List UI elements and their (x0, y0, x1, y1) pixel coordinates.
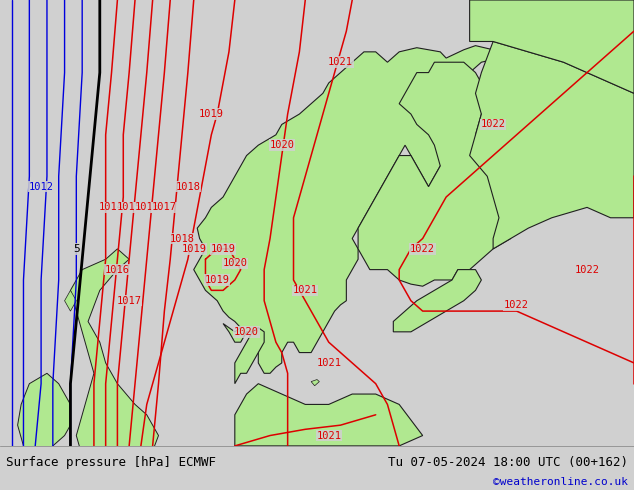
Text: 1022: 1022 (504, 300, 529, 310)
Text: 5: 5 (73, 244, 80, 254)
Text: 1015: 1015 (117, 202, 141, 212)
Text: 1019: 1019 (181, 244, 206, 254)
Text: 1020: 1020 (269, 140, 294, 150)
Text: 1019: 1019 (205, 275, 230, 285)
Text: 1018: 1018 (176, 182, 200, 192)
Text: 1012: 1012 (29, 182, 54, 192)
Polygon shape (393, 270, 481, 332)
Text: ©weatheronline.co.uk: ©weatheronline.co.uk (493, 477, 628, 487)
Polygon shape (311, 380, 320, 386)
Text: 1019: 1019 (210, 244, 236, 254)
Text: 1018: 1018 (169, 234, 195, 244)
Text: 1021: 1021 (316, 431, 341, 441)
Polygon shape (470, 0, 634, 93)
Text: 1017: 1017 (117, 296, 141, 306)
Text: Tu 07-05-2024 18:00 UTC (00+162): Tu 07-05-2024 18:00 UTC (00+162) (387, 456, 628, 469)
Polygon shape (470, 42, 634, 249)
Polygon shape (235, 328, 264, 384)
Text: 1020: 1020 (234, 327, 259, 337)
Text: 1022: 1022 (410, 244, 435, 254)
Text: 1021: 1021 (293, 285, 318, 295)
Text: 1017: 1017 (152, 202, 177, 212)
Text: 1022: 1022 (481, 120, 505, 129)
Text: 1019: 1019 (199, 109, 224, 119)
Polygon shape (70, 249, 158, 488)
Polygon shape (65, 291, 76, 311)
Text: Surface pressure [hPa] ECMWF: Surface pressure [hPa] ECMWF (6, 456, 216, 469)
Text: 1021: 1021 (328, 57, 353, 67)
Text: 1020: 1020 (223, 258, 247, 269)
Text: 1021: 1021 (316, 358, 341, 368)
Polygon shape (235, 384, 423, 446)
Polygon shape (18, 373, 70, 456)
Text: 1022: 1022 (574, 265, 600, 274)
Text: 1016: 1016 (134, 202, 159, 212)
Text: 1014: 1014 (99, 202, 124, 212)
Text: 1016: 1016 (105, 265, 130, 274)
Polygon shape (358, 62, 511, 286)
Polygon shape (194, 46, 499, 373)
